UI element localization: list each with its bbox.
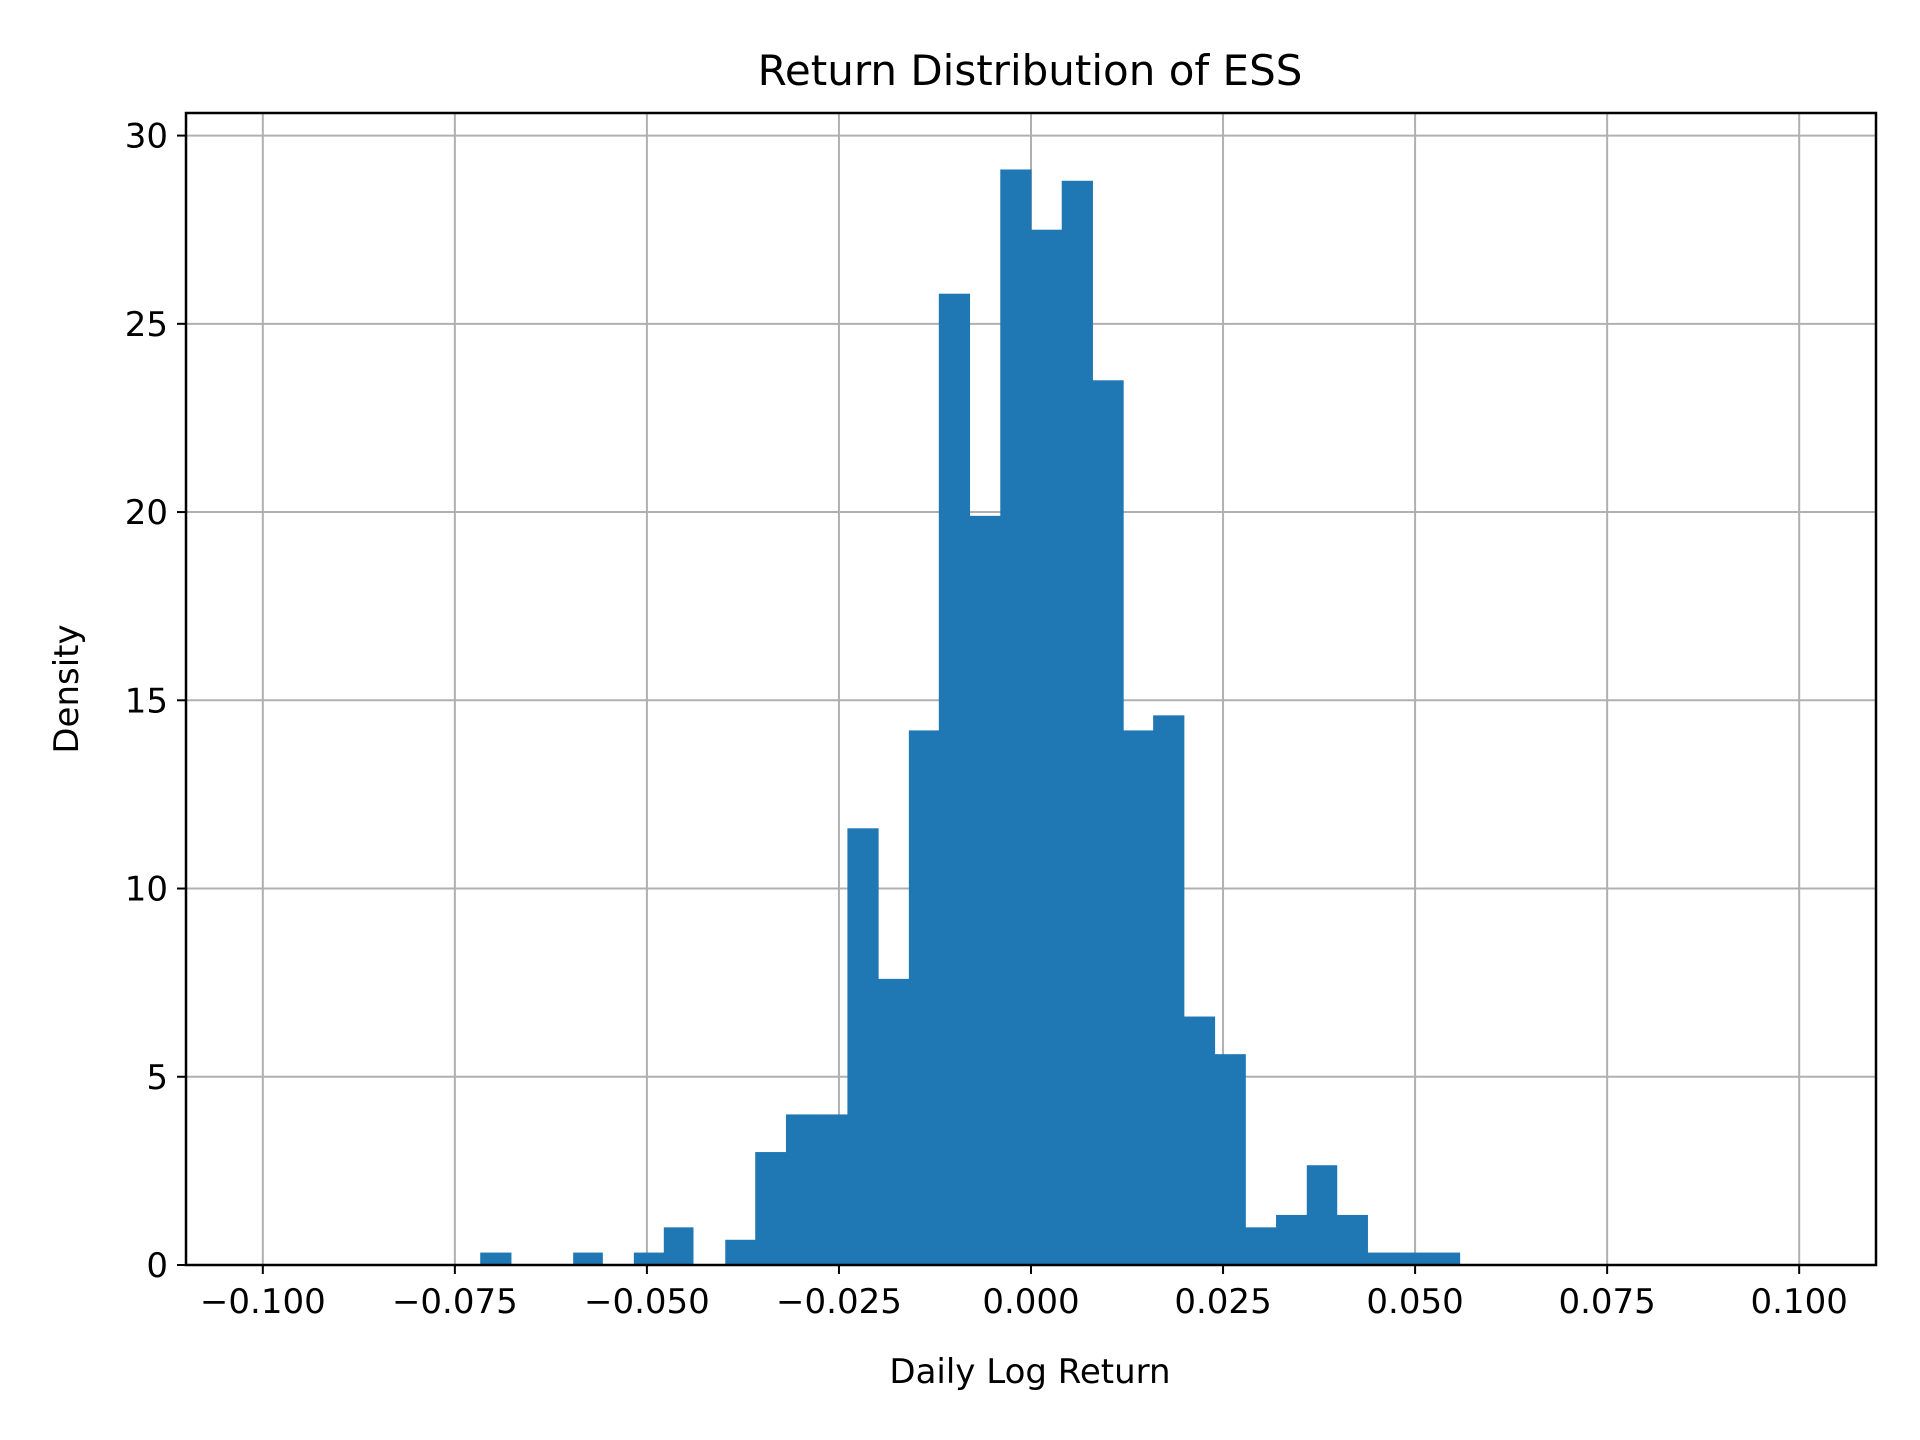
y-tick-label: 20 — [125, 493, 168, 533]
histogram-bar — [1336, 1214, 1368, 1265]
histogram-bar — [1276, 1214, 1308, 1265]
x-axis-ticks: −0.100 −0.075 −0.050 −0.025 0.000 0.025 0.050 0… — [200, 1265, 1848, 1322]
histogram-bar — [1367, 1252, 1399, 1265]
x-tick-label: −0.050 — [584, 1282, 710, 1322]
histogram-bar — [573, 1252, 603, 1265]
x-tick-label: −0.100 — [200, 1282, 326, 1322]
x-tick-label: −0.025 — [776, 1282, 902, 1322]
y-tick-label: 25 — [125, 305, 168, 345]
chart-title: Return Distribution of ESS — [758, 46, 1303, 95]
histogram-bar — [663, 1227, 694, 1265]
histogram-bar — [1123, 730, 1154, 1265]
histogram-bar — [1061, 180, 1093, 1266]
histogram-bar — [725, 1239, 756, 1265]
x-tick-label: 0.100 — [1751, 1282, 1848, 1322]
x-tick-label: 0.075 — [1558, 1282, 1655, 1322]
histogram-bar — [1183, 1016, 1216, 1265]
histogram-bar — [1000, 169, 1032, 1265]
histogram-bar — [847, 828, 879, 1265]
histogram-bar — [878, 978, 910, 1265]
histogram-bars — [480, 169, 1461, 1266]
x-axis-label: Daily Log Return — [889, 1352, 1170, 1392]
histogram-bar — [480, 1252, 512, 1265]
histogram-bar — [1398, 1252, 1430, 1265]
y-tick-label: 5 — [146, 1058, 168, 1098]
histogram-bar — [1092, 380, 1124, 1265]
histogram-bar — [633, 1252, 665, 1265]
y-tick-label: 0 — [146, 1246, 168, 1286]
histogram-bar — [755, 1152, 787, 1265]
histogram-bar — [1153, 715, 1185, 1265]
histogram-bar — [1031, 229, 1063, 1265]
histogram-bar — [1428, 1252, 1461, 1265]
y-tick-label: 30 — [125, 117, 168, 157]
histogram-bar — [1214, 1054, 1246, 1265]
histogram-bar — [938, 293, 971, 1265]
y-tick-label: 10 — [125, 870, 168, 910]
x-tick-label: 0.000 — [982, 1282, 1079, 1322]
histogram-bar — [816, 1114, 848, 1265]
x-tick-label: 0.050 — [1366, 1282, 1463, 1322]
histogram-bar — [785, 1114, 818, 1265]
histogram-bar — [969, 515, 1001, 1265]
histogram-bar — [1245, 1227, 1277, 1265]
y-tick-label: 15 — [125, 681, 168, 721]
y-axis-ticks: 0 5 10 15 20 25 30 — [125, 117, 186, 1286]
histogram-bar — [908, 730, 940, 1265]
x-tick-label: −0.075 — [392, 1282, 518, 1322]
histogram-bar — [1306, 1165, 1338, 1265]
x-tick-label: 0.025 — [1174, 1282, 1271, 1322]
y-axis-label: Density — [47, 624, 87, 753]
